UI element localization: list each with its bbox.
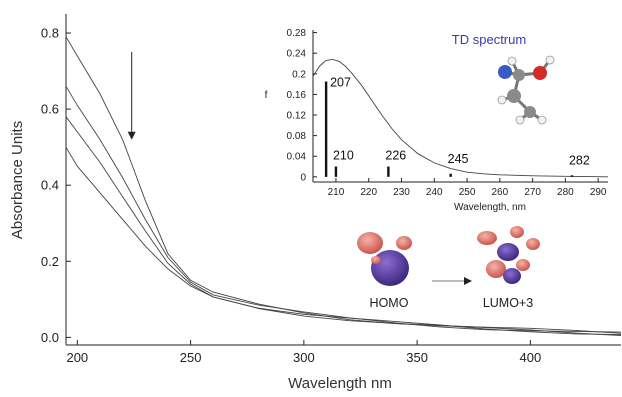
inset-y-tick-label: 0.08 <box>287 131 307 142</box>
inset-x-tick-label: 210 <box>328 187 345 198</box>
homo-orbital <box>357 232 412 286</box>
inset-x-tick-label: 270 <box>524 187 541 198</box>
lumo-orbital <box>477 226 540 284</box>
lumo-label: LUMO+3 <box>483 296 533 310</box>
inset-x-tick-label: 240 <box>426 187 443 198</box>
stick-label-207: 207 <box>330 76 351 90</box>
inset-y-ticks: 0 0.04 0.08 0.12 0.16 0.2 0.24 0.28 <box>287 28 317 183</box>
main-y-axis-title: Absorbance Units <box>9 121 26 239</box>
inset-x-axis-title: Wavelength, nm <box>454 202 526 213</box>
x-tick-label: 350 <box>406 350 428 365</box>
stick-label-226: 226 <box>385 149 406 163</box>
inset-y-tick-label: 0.24 <box>287 49 307 60</box>
y-tick-label: 0.6 <box>41 102 59 117</box>
x-tick-label: 250 <box>180 350 202 365</box>
atom-carbon <box>513 69 525 81</box>
absorbance-series-group <box>65 36 622 337</box>
atom-hydrogen <box>545 55 555 65</box>
atom-nitrogen <box>498 65 512 79</box>
inset-y-tick-label: 0.2 <box>292 69 306 80</box>
inset-title: TD spectrum <box>452 32 526 47</box>
atom-hydrogen <box>537 115 547 125</box>
inset-x-tick-label: 260 <box>491 187 508 198</box>
inset-x-tick-label: 280 <box>557 187 574 198</box>
inset-x-ticks: 210 220 230 240 250 260 270 280 290 <box>328 178 607 198</box>
inset-x-tick-label: 220 <box>360 187 377 198</box>
atom-carbon <box>507 89 521 103</box>
y-ticks: 0.0 0.2 0.4 0.6 0.8 <box>41 26 71 345</box>
inset-x-tick-label: 290 <box>590 187 607 198</box>
y-tick-label: 0.8 <box>41 26 59 41</box>
y-tick-label: 0.0 <box>41 330 59 345</box>
main-x-axis-title: Wavelength nm <box>288 375 392 392</box>
inset-x-tick-label: 230 <box>393 187 410 198</box>
inset-sticks: 207 210 226 245 282 <box>324 76 590 177</box>
y-tick-label: 0.2 <box>41 254 59 269</box>
homo-label: HOMO <box>370 296 409 310</box>
y-tick-label: 0.4 <box>41 178 59 193</box>
inset-y-tick-label: 0 <box>300 172 306 183</box>
atom-carbon <box>524 106 536 118</box>
atom-hydrogen <box>507 56 517 66</box>
inset-y-tick-label: 0.12 <box>287 111 307 122</box>
stick-label-210: 210 <box>333 149 354 163</box>
absorbance-series-1 <box>65 36 622 334</box>
stick-label-282: 282 <box>569 153 590 167</box>
absorbance-series-4 <box>65 146 622 337</box>
inset-envelope-line <box>312 58 609 178</box>
x-tick-label: 200 <box>66 350 88 365</box>
orbital-illustration: HOMO LUMO+3 <box>357 226 540 310</box>
molecule-illustration <box>497 55 555 125</box>
inset-background <box>313 30 608 182</box>
x-tick-label: 400 <box>520 350 542 365</box>
inset-y-tick-label: 0.16 <box>287 90 307 101</box>
x-tick-label: 300 <box>293 350 315 365</box>
inset-y-tick-label: 0.04 <box>287 152 307 163</box>
main-chart: 200 250 300 350 400 0.0 0.2 0.4 0.6 0.8 Waveleng… <box>9 14 622 392</box>
inset-y-tick-label: 0.28 <box>287 28 307 39</box>
atom-oxygen <box>533 66 547 80</box>
atom-hydrogen <box>497 95 507 105</box>
inset-x-tick-label: 250 <box>459 187 476 198</box>
atom-hydrogen <box>515 115 525 125</box>
inset-chart: 210 220 230 240 250 260 270 280 290 0 0.04 0.08 0.1… <box>265 28 609 213</box>
inset-y-axis-title: f <box>265 90 268 101</box>
x-ticks: 200 250 300 350 400 <box>66 340 541 365</box>
stick-label-245: 245 <box>448 152 469 166</box>
